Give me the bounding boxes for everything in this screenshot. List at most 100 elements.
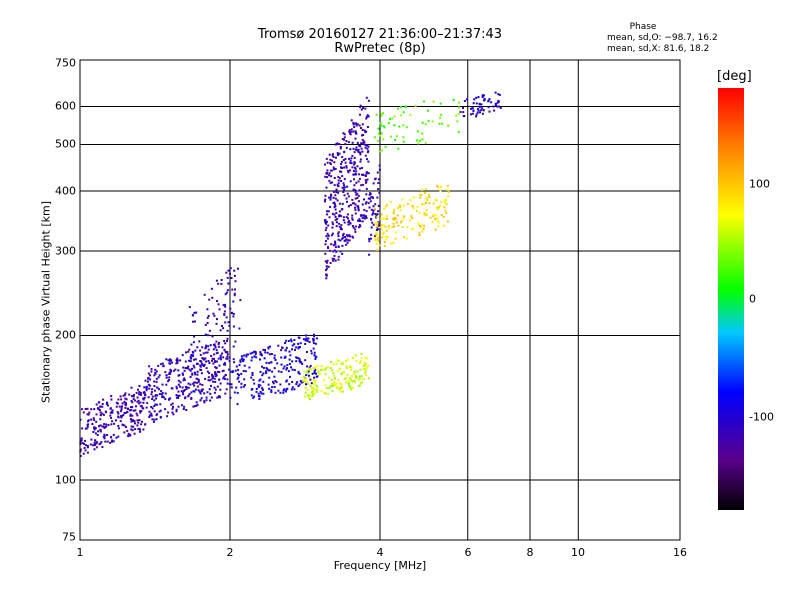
data-point xyxy=(343,221,346,224)
data-point xyxy=(393,225,396,228)
data-point xyxy=(95,403,98,406)
data-point xyxy=(350,366,353,369)
data-point xyxy=(447,124,450,127)
data-point xyxy=(347,141,350,144)
data-point xyxy=(399,114,402,117)
data-point xyxy=(251,374,254,376)
data-point xyxy=(141,420,143,423)
data-point xyxy=(340,215,343,218)
data-point xyxy=(383,126,386,129)
data-point xyxy=(357,200,360,203)
data-point xyxy=(199,364,202,367)
data-point xyxy=(335,221,338,224)
data-point xyxy=(348,157,351,160)
data-point xyxy=(349,204,352,206)
data-point xyxy=(481,95,484,98)
data-point xyxy=(342,216,345,219)
data-point xyxy=(316,385,319,388)
data-point xyxy=(306,389,309,391)
data-point xyxy=(353,379,356,382)
data-point xyxy=(224,305,227,308)
data-point xyxy=(155,377,158,380)
data-point xyxy=(216,370,219,373)
data-point xyxy=(120,408,123,411)
data-point xyxy=(353,173,356,176)
data-point xyxy=(182,408,185,410)
data-point xyxy=(356,165,359,168)
data-point xyxy=(330,361,333,364)
data-point xyxy=(238,327,241,330)
data-point xyxy=(370,196,373,199)
data-point xyxy=(226,289,229,292)
data-point xyxy=(362,378,365,380)
data-point xyxy=(350,369,353,371)
data-point xyxy=(333,377,336,380)
data-point xyxy=(357,209,360,212)
data-point xyxy=(377,210,380,213)
data-point xyxy=(262,348,265,351)
data-point xyxy=(313,354,316,357)
data-point xyxy=(361,214,364,217)
data-point xyxy=(137,421,140,424)
data-point xyxy=(424,123,427,126)
data-point xyxy=(144,394,147,397)
y-axis-label: Stationary phase Virtual Height [km] xyxy=(39,200,53,404)
data-point xyxy=(361,220,364,223)
data-point xyxy=(337,238,340,241)
data-point xyxy=(226,355,229,358)
data-point xyxy=(213,391,216,394)
data-point xyxy=(160,390,163,393)
data-point xyxy=(139,405,142,408)
data-point xyxy=(369,192,372,195)
data-point xyxy=(236,373,239,376)
data-point xyxy=(459,111,462,113)
data-point xyxy=(348,219,351,222)
data-point xyxy=(333,161,336,164)
data-point xyxy=(374,203,377,206)
data-point xyxy=(372,212,375,215)
data-point xyxy=(291,381,294,383)
data-point xyxy=(399,209,402,211)
data-point xyxy=(361,173,364,176)
data-point xyxy=(99,428,102,431)
data-point xyxy=(128,393,131,396)
data-point xyxy=(349,180,352,183)
data-point xyxy=(293,388,296,391)
data-point xyxy=(432,213,435,216)
data-point xyxy=(215,340,218,343)
data-point xyxy=(372,182,375,185)
data-point xyxy=(365,369,368,372)
data-point xyxy=(196,385,199,388)
data-point xyxy=(336,218,339,220)
data-point xyxy=(215,279,218,282)
data-point xyxy=(130,420,133,423)
data-point xyxy=(260,392,263,395)
data-point xyxy=(429,216,432,219)
data-point xyxy=(345,381,348,384)
data-point xyxy=(341,166,344,169)
data-point xyxy=(355,173,358,176)
data-point xyxy=(349,377,352,380)
data-point xyxy=(355,376,358,379)
data-point xyxy=(362,143,365,145)
data-point xyxy=(183,378,186,381)
data-point xyxy=(475,115,478,118)
data-point xyxy=(379,134,382,137)
data-point xyxy=(333,177,336,179)
data-point xyxy=(181,391,184,394)
data-point xyxy=(169,371,172,374)
data-point xyxy=(383,245,386,247)
data-point xyxy=(200,397,203,400)
data-point xyxy=(382,231,385,234)
data-point xyxy=(312,392,314,395)
data-point xyxy=(137,388,139,391)
data-point xyxy=(312,389,315,392)
data-point xyxy=(159,416,162,419)
data-point xyxy=(81,442,84,445)
data-point xyxy=(385,215,388,217)
data-point xyxy=(209,399,212,402)
data-point xyxy=(304,395,307,398)
data-point xyxy=(342,159,345,161)
data-point xyxy=(432,215,435,218)
data-point xyxy=(86,413,89,416)
